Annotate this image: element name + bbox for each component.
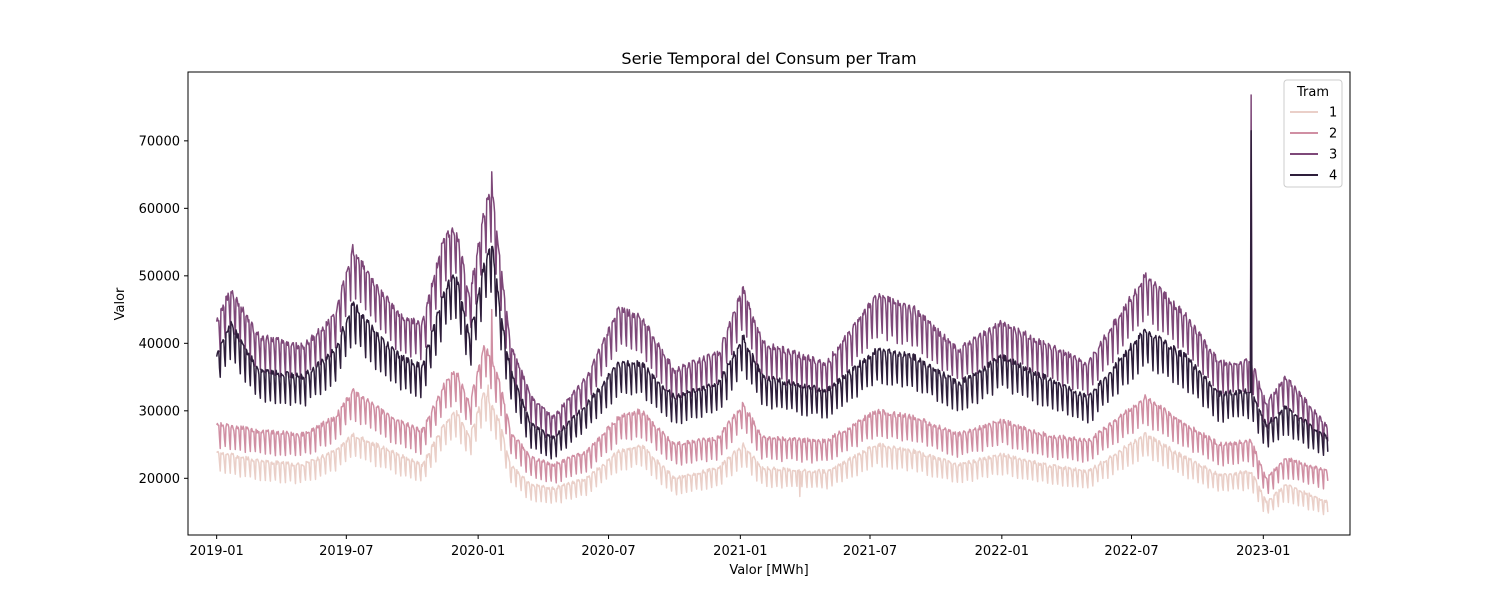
y-tick-label: 50000 [139, 269, 180, 284]
legend-label-1: 1 [1329, 106, 1337, 121]
x-tick-label: 2019-01 [189, 544, 243, 559]
x-axis: 2019-01 2019-07 2020-01 2020-07 2021-01 2021-… [189, 535, 1290, 559]
y-tick-label: 30000 [139, 404, 180, 419]
chart-title: Serie Temporal del Consum per Tram [621, 49, 916, 68]
y-tick-label: 60000 [139, 202, 180, 217]
x-tick-label: 2021-07 [843, 544, 897, 559]
legend-label-4: 4 [1329, 169, 1337, 184]
y-axis: 20000 30000 40000 50000 60000 70000 [139, 134, 188, 487]
series-line-3 [215, 94, 1329, 445]
x-axis-label: Valor [MWh] [729, 563, 808, 578]
legend-title: Tram [1296, 85, 1329, 100]
legend-label-2: 2 [1329, 127, 1337, 142]
legend: Tram 1 2 3 4 [1283, 79, 1343, 188]
plot-frame [187, 71, 1351, 536]
series-line-4 [215, 129, 1329, 460]
x-tick-label: 2023-01 [1236, 544, 1290, 559]
y-tick-label: 70000 [139, 134, 180, 149]
x-tick-label: 2020-01 [451, 544, 505, 559]
x-tick-label: 2020-07 [581, 544, 635, 559]
series-line-2 [216, 308, 1329, 495]
x-tick-label: 2019-07 [319, 544, 373, 559]
x-tick-label: 2021-01 [713, 544, 767, 559]
legend-label-3: 3 [1329, 148, 1337, 163]
y-tick-label: 20000 [139, 472, 180, 487]
x-tick-label: 2022-07 [1104, 544, 1158, 559]
y-tick-label: 40000 [139, 337, 180, 352]
series-layer [215, 94, 1329, 516]
series-line-1 [216, 384, 1329, 516]
y-axis-label: Valor [113, 287, 128, 320]
x-tick-label: 2022-01 [975, 544, 1029, 559]
